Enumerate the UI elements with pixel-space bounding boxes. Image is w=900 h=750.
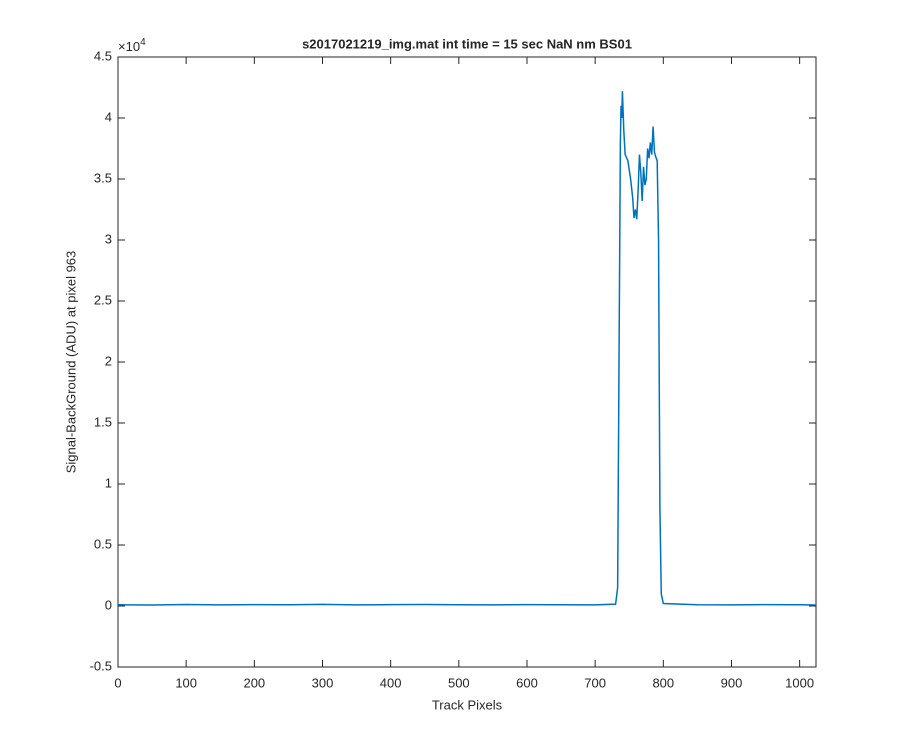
y-tick-label: 0 — [105, 597, 112, 612]
y-tick-label: 2.5 — [94, 292, 112, 307]
x-tick-label: 500 — [448, 675, 470, 690]
y-tick-label: 4.5 — [94, 48, 112, 63]
x-tick-label: 100 — [175, 675, 197, 690]
y-tick-label: 2 — [105, 353, 112, 368]
y-multiplier-base: ×10 — [118, 39, 140, 54]
y-tick-label: 0.5 — [94, 536, 112, 551]
x-axis-label: Track Pixels — [432, 697, 503, 712]
y-tick-label: 1.5 — [94, 414, 112, 429]
y-axis-label: Signal-BackGround (ADU) at pixel 963 — [63, 251, 78, 474]
y-tick-label: 3 — [105, 231, 112, 246]
plot-area — [117, 56, 817, 668]
x-tick-label: 700 — [584, 675, 606, 690]
y-multiplier: ×104 — [118, 37, 146, 55]
y-tick-label: 3.5 — [94, 170, 112, 185]
y-multiplier-exponent: 4 — [140, 37, 146, 48]
x-tick-label: 200 — [243, 675, 265, 690]
x-tick-label: 600 — [516, 675, 538, 690]
x-tick-label: 1000 — [785, 675, 814, 690]
x-tick-label: 0 — [114, 675, 121, 690]
y-tick-label: 4 — [105, 109, 112, 124]
x-tick-label: 800 — [652, 675, 674, 690]
x-tick-label: 300 — [312, 675, 334, 690]
y-tick-label: 1 — [105, 475, 112, 490]
data-line — [117, 91, 817, 606]
x-tick-label: 400 — [380, 675, 402, 690]
chart-title: s2017021219_img.mat int time = 15 sec Na… — [302, 36, 632, 51]
y-tick-label: -0.5 — [90, 658, 112, 673]
x-tick-label: 900 — [721, 675, 743, 690]
